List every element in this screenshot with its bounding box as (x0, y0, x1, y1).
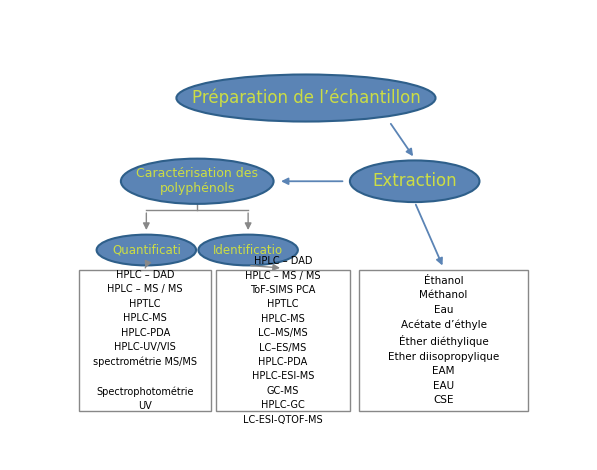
Text: Caractérisation des
polyphénols: Caractérisation des polyphénols (136, 167, 259, 195)
Ellipse shape (198, 235, 298, 266)
Text: Extraction: Extraction (373, 172, 457, 190)
Ellipse shape (121, 159, 273, 204)
Text: HPLC – DAD
HPLC – MS / MS
ToF-SIMS PCA
HPTLC
HPLC-MS
LC–MS/MS
LC–ES/MS
HPLC-PDA
: HPLC – DAD HPLC – MS / MS ToF-SIMS PCA H… (243, 256, 322, 425)
Text: Identificatio: Identificatio (213, 243, 283, 257)
Ellipse shape (177, 74, 436, 122)
Bar (359, 270, 528, 411)
Bar (79, 270, 211, 411)
Bar (216, 270, 350, 411)
Text: Éthanol
Méthanol
Eau
Acétate d’éthyle
Éther diéthylique
Ether diisopropylique
EA: Éthanol Méthanol Eau Acétate d’éthyle Ét… (388, 276, 499, 405)
Text: Préparation de l’échantillon: Préparation de l’échantillon (192, 89, 420, 107)
Ellipse shape (350, 160, 479, 202)
Text: Quantificati: Quantificati (112, 243, 181, 257)
Text: HPLC – DAD
HPLC – MS / MS
HPTLC
HPLC-MS
HPLC-PDA
HPLC-UV/VIS
spectrométrie MS/MS: HPLC – DAD HPLC – MS / MS HPTLC HPLC-MS … (93, 270, 197, 411)
Ellipse shape (97, 235, 196, 266)
